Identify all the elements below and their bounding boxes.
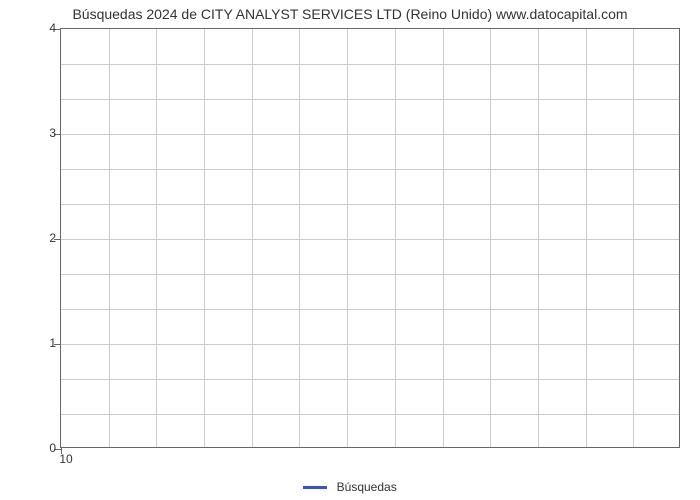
gridline-v bbox=[156, 29, 157, 447]
gridline-v bbox=[490, 29, 491, 447]
legend: Búsquedas bbox=[0, 479, 700, 494]
gridline-v bbox=[443, 29, 444, 447]
x-axis-label: 10 bbox=[59, 452, 72, 466]
gridline-v bbox=[347, 29, 348, 447]
gridline-v bbox=[586, 29, 587, 447]
plot-area bbox=[60, 28, 680, 448]
chart-title: Búsquedas 2024 de CITY ANALYST SERVICES … bbox=[0, 6, 700, 22]
gridline-v bbox=[109, 29, 110, 447]
y-axis-label: 1 bbox=[38, 336, 56, 350]
chart-container: Búsquedas 2024 de CITY ANALYST SERVICES … bbox=[0, 0, 700, 500]
legend-label-busquedas: Búsquedas bbox=[337, 480, 397, 494]
gridline-v bbox=[252, 29, 253, 447]
gridline-v bbox=[395, 29, 396, 447]
gridline-v bbox=[204, 29, 205, 447]
gridline-v bbox=[538, 29, 539, 447]
legend-swatch-busquedas bbox=[303, 486, 327, 489]
y-axis-label: 2 bbox=[38, 231, 56, 245]
gridline-v bbox=[299, 29, 300, 447]
gridline-v bbox=[633, 29, 634, 447]
y-axis-label: 0 bbox=[38, 441, 56, 455]
y-axis-label: 3 bbox=[38, 126, 56, 140]
y-axis-label: 4 bbox=[38, 21, 56, 35]
